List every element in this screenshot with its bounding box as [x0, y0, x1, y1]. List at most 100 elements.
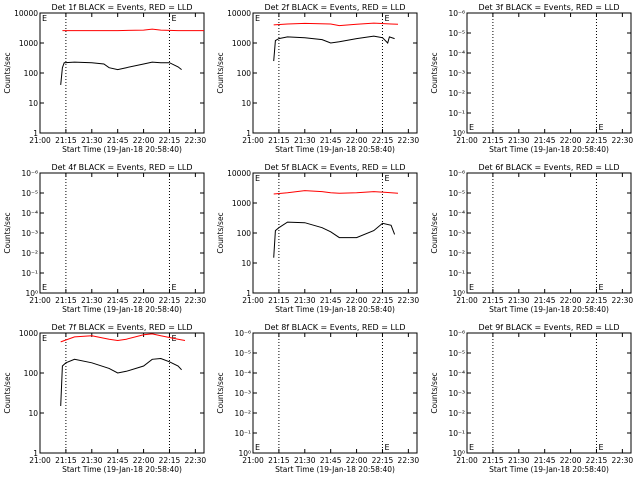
e-marker: E [255, 14, 260, 23]
y-tick-label: 10000 [14, 9, 38, 18]
x-tick-label: 22:30 [612, 456, 634, 465]
plot-frame [252, 332, 418, 454]
y-tick-label: 10⁻¹ [234, 429, 251, 438]
panel-det-5: Det 5f BLACK = Events, RED = LLD 21:00 21:… [216, 163, 419, 314]
x-tick-label: 22:30 [398, 296, 420, 305]
y-tick-label: 10⁻⁵ [448, 29, 465, 38]
x-tick-label: 21:30 [81, 136, 103, 145]
y-tick-label: 1 [246, 289, 251, 298]
y-tick-label: 10⁻⁴ [448, 49, 465, 58]
y-tick-label: 100 [24, 369, 39, 378]
y-tick-label: 10⁻³ [448, 229, 465, 238]
y-tick-label: 10⁻⁴ [448, 369, 465, 378]
y-tick-label: 10⁰ [452, 289, 465, 298]
y-tick-label: 1000 [19, 39, 38, 48]
y-axis-label: Counts/sec [216, 212, 225, 253]
panel-det-7: Det 7f BLACK = Events, RED = LLD 21:00 21:… [3, 323, 206, 474]
series-events-line [273, 221, 396, 258]
x-tick-label: 21:00 [242, 136, 264, 145]
x-tick-label: 21:30 [508, 296, 530, 305]
y-axis-label: Counts/sec [216, 52, 225, 93]
panel-det-9: Det 9f BLACK = Events, RED = LLD 21:00 21:… [430, 323, 633, 474]
x-tick-label: 21:00 [242, 296, 264, 305]
x-tick-label: 22:00 [133, 136, 155, 145]
plot-frame [466, 332, 632, 454]
x-tick-label: 21:30 [508, 136, 530, 145]
x-tick-label: 22:30 [612, 296, 634, 305]
y-tick-label: 100 [237, 229, 252, 238]
y-tick-label: 10⁻³ [21, 229, 38, 238]
panel-title: Det 1f BLACK = Events, RED = LLD [51, 3, 192, 12]
y-tick-label: 10⁻⁵ [448, 189, 465, 198]
y-tick-label: 10⁻² [21, 249, 38, 258]
y-tick-label: 1000 [232, 39, 251, 48]
x-tick-label: 21:30 [294, 136, 316, 145]
x-axis-label: Start Time (19-Jan-18 20:58:40) [489, 145, 609, 154]
y-tick-label: 10⁰ [452, 449, 465, 458]
x-tick-label: 21:00 [242, 456, 264, 465]
x-tick-label: 21:15 [55, 136, 77, 145]
y-axis-label: Counts/sec [430, 372, 439, 413]
y-tick-label: 10⁻² [448, 249, 465, 258]
e-marker: E [42, 283, 47, 292]
y-tick-label: 10⁻⁴ [234, 369, 251, 378]
y-tick-label: 10 [241, 99, 251, 108]
series-lld-line [273, 190, 399, 195]
x-tick-label: 21:15 [268, 136, 290, 145]
plot-frame [252, 12, 418, 134]
x-axis-label: Start Time (19-Jan-18 20:58:40) [275, 465, 395, 474]
x-tick-label: 21:30 [508, 456, 530, 465]
x-axis-label: Start Time (19-Jan-18 20:58:40) [489, 465, 609, 474]
x-tick-label: 22:00 [346, 456, 368, 465]
x-tick-label: 21:00 [456, 456, 478, 465]
panel-det-6: Det 6f BLACK = Events, RED = LLD 21:00 21:… [430, 163, 633, 314]
e-marker: E [598, 283, 603, 292]
panel-title: Det 4f BLACK = Events, RED = LLD [51, 163, 192, 172]
y-tick-label: 10⁻³ [448, 69, 465, 78]
y-tick-label: 10⁻² [448, 89, 465, 98]
e-marker: E [171, 283, 176, 292]
y-tick-label: 10000 [227, 169, 251, 178]
x-tick-label: 22:15 [159, 296, 181, 305]
series-lld-line [273, 22, 399, 27]
x-axis-label: Start Time (19-Jan-18 20:58:40) [489, 305, 609, 314]
y-axis-label: Counts/sec [430, 212, 439, 253]
y-axis-label: Counts/sec [3, 212, 12, 253]
e-marker: E [255, 443, 260, 452]
e-marker: E [469, 123, 474, 132]
y-tick-label: 10⁰ [238, 449, 251, 458]
y-tick-label: 10⁻⁶ [448, 329, 465, 338]
x-tick-label: 22:00 [133, 456, 155, 465]
x-tick-label: 22:15 [372, 296, 394, 305]
x-tick-label: 21:45 [534, 136, 556, 145]
plot-frame [39, 172, 205, 294]
x-tick-label: 22:15 [159, 456, 181, 465]
y-tick-label: 10⁻⁵ [21, 189, 38, 198]
y-tick-label: 10⁻¹ [448, 269, 465, 278]
x-tick-label: 21:00 [29, 296, 51, 305]
panel-title: Det 9f BLACK = Events, RED = LLD [478, 323, 619, 332]
panel-det-8: Det 8f BLACK = Events, RED = LLD 21:00 21:… [216, 323, 419, 474]
y-tick-label: 10 [28, 409, 38, 418]
y-tick-label: 100 [24, 69, 39, 78]
y-tick-label: 10⁻² [234, 409, 251, 418]
panel-det-1: Det 1f BLACK = Events, RED = LLD 21:00 21:… [3, 3, 206, 154]
x-tick-label: 21:15 [482, 136, 504, 145]
x-tick-label: 22:00 [133, 296, 155, 305]
x-tick-label: 22:15 [372, 456, 394, 465]
y-tick-label: 10⁻⁶ [234, 329, 251, 338]
x-tick-label: 22:30 [398, 136, 420, 145]
y-tick-label: 10⁻⁴ [448, 209, 465, 218]
y-tick-label: 10⁻¹ [448, 429, 465, 438]
x-tick-label: 21:45 [107, 456, 129, 465]
x-tick-label: 21:45 [107, 296, 129, 305]
x-tick-label: 22:00 [560, 456, 582, 465]
x-tick-label: 22:00 [346, 296, 368, 305]
e-marker: E [469, 443, 474, 452]
x-tick-label: 22:30 [185, 136, 207, 145]
x-tick-label: 21:45 [534, 296, 556, 305]
x-tick-label: 22:15 [586, 456, 608, 465]
y-tick-label: 10⁻² [448, 409, 465, 418]
x-tick-label: 21:15 [55, 456, 77, 465]
y-axis-label: Counts/sec [430, 52, 439, 93]
